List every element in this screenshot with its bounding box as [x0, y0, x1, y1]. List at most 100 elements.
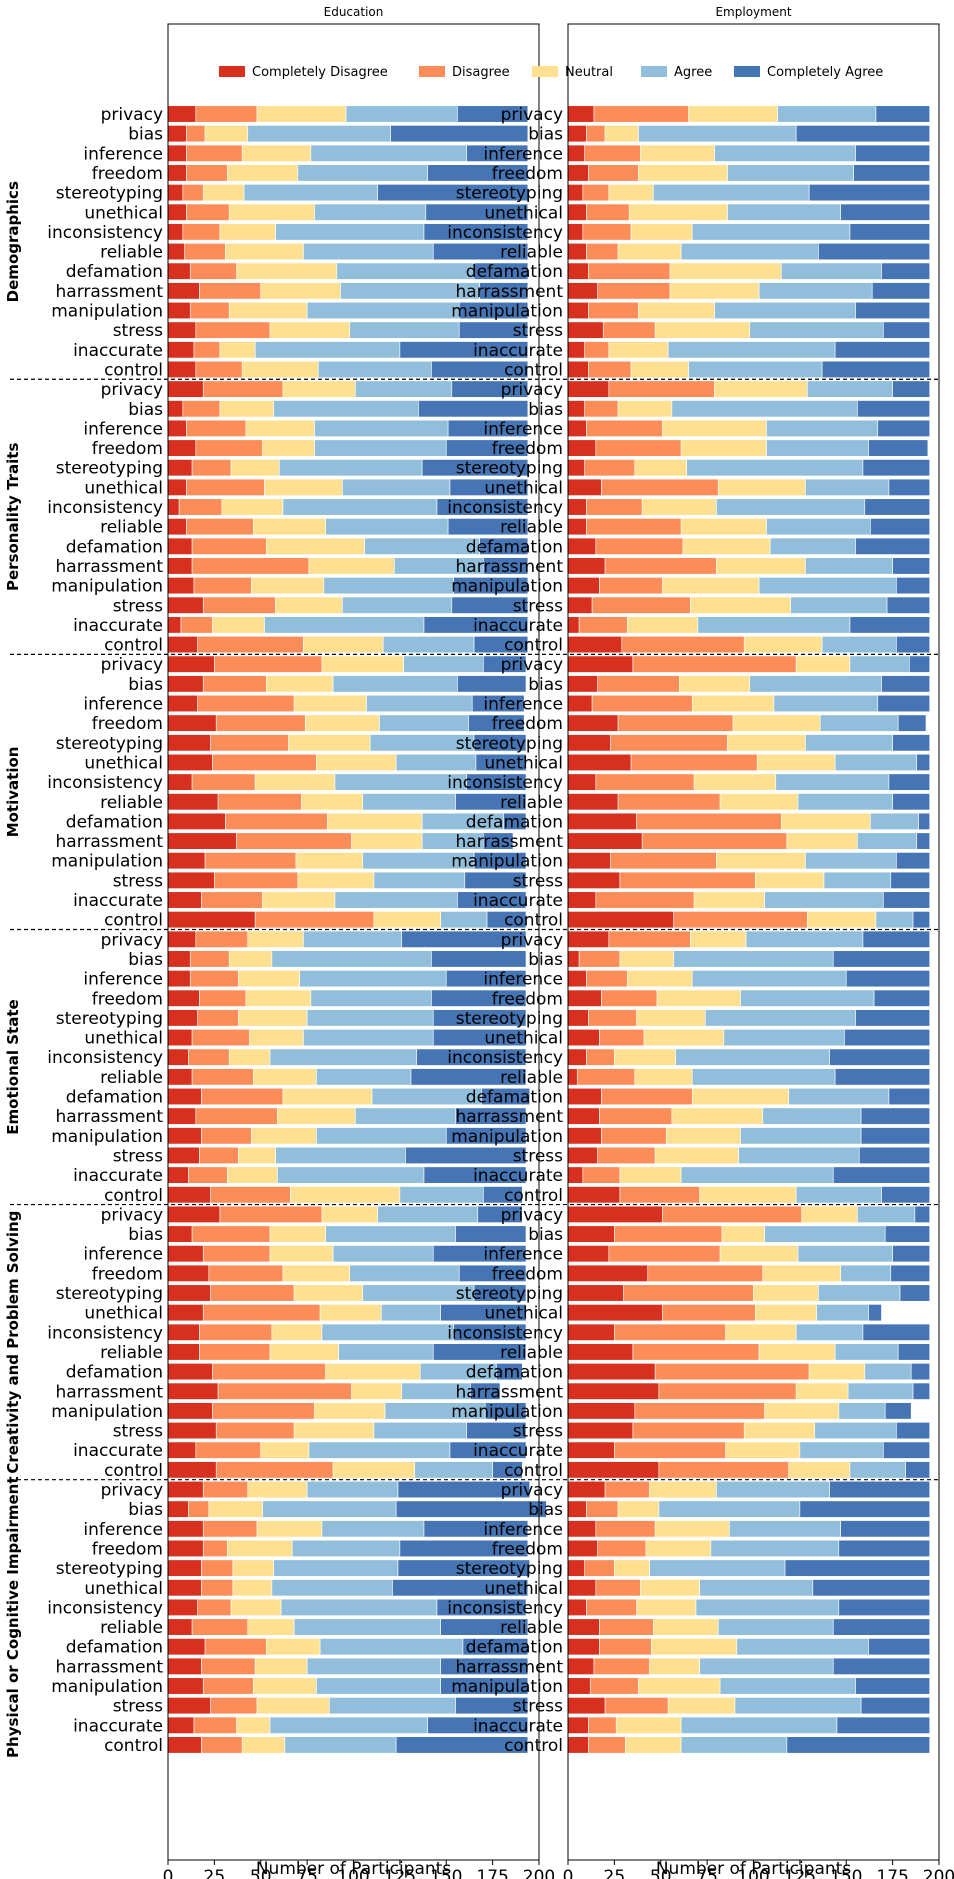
bar-disagree [610, 734, 728, 752]
bar-disagree [199, 282, 262, 300]
bar-neutral [743, 1422, 816, 1440]
bar-completely-agree [821, 360, 931, 379]
bar-completely-disagree [167, 1323, 200, 1341]
category-label: inaccurate [73, 1441, 163, 1461]
bar-neutral [717, 478, 806, 496]
bar-completely-disagree [567, 1677, 591, 1695]
bar-completely-agree [455, 1697, 529, 1715]
bar-completely-agree [503, 812, 527, 830]
bar-completely-agree [466, 1422, 527, 1440]
bar-disagree [199, 989, 247, 1007]
bar-completely-agree [427, 164, 529, 182]
bar-completely-disagree [567, 557, 606, 575]
category-label: stress [513, 871, 563, 891]
category-label: stereotyping [456, 459, 563, 479]
category-label: stereotyping [56, 734, 163, 754]
bar-completely-agree [868, 1304, 882, 1322]
bar-completely-disagree [167, 675, 204, 693]
bar-disagree [214, 655, 323, 673]
category-label: bias [528, 1500, 563, 1520]
category-label: freedom [492, 714, 563, 734]
bar-neutral [667, 1697, 736, 1715]
category-label: reliable [100, 518, 163, 538]
category-label: harrassment [56, 832, 164, 852]
bar-agree [797, 1245, 893, 1263]
category-label: inference [483, 144, 563, 164]
bar-agree [280, 1598, 438, 1616]
bar-agree [273, 1559, 399, 1577]
bar-completely-disagree [167, 380, 204, 398]
bar-neutral [608, 184, 654, 202]
bar-completely-agree [884, 1402, 912, 1420]
bar-disagree [186, 518, 254, 536]
category-label: inconsistency [47, 498, 163, 518]
bar-agree [345, 105, 458, 123]
bar-completely-disagree [567, 164, 589, 182]
bar-disagree [210, 1697, 258, 1715]
category-label: manipulation [451, 1677, 563, 1697]
category-label: unethical [84, 478, 163, 498]
bar-completely-disagree [567, 341, 586, 359]
bar-disagree [593, 1657, 650, 1675]
bar-disagree [193, 1716, 237, 1734]
bar-completely-agree [479, 537, 529, 555]
category-label: privacy [501, 655, 563, 675]
bar-completely-agree [881, 1186, 931, 1204]
bar-neutral [373, 911, 441, 929]
bar-disagree [591, 596, 691, 614]
bar-neutral [725, 1323, 797, 1341]
bar-completely-agree [483, 655, 527, 673]
bar-completely-disagree [167, 282, 200, 300]
bar-disagree [217, 793, 302, 811]
bar-completely-disagree [167, 1500, 189, 1518]
bar-disagree [599, 1638, 652, 1656]
bar-disagree [180, 616, 213, 634]
bar-neutral [732, 714, 821, 732]
bar-completely-disagree [567, 478, 602, 496]
bar-agree [740, 1127, 862, 1145]
bar-neutral [604, 125, 639, 143]
bar-completely-agree [432, 1343, 527, 1361]
category-label: reliable [100, 1618, 163, 1638]
bar-completely-disagree [567, 812, 637, 830]
bar-agree [740, 989, 875, 1007]
category-label: stereotyping [56, 184, 163, 204]
category-label: defamation [466, 262, 563, 282]
bar-completely-disagree [567, 184, 584, 202]
bar-neutral [325, 1363, 421, 1381]
bar-neutral [645, 1539, 712, 1557]
bar-neutral [625, 1736, 682, 1754]
category-label: stress [113, 1697, 163, 1717]
bar-disagree [202, 1304, 321, 1322]
bar-neutral [297, 871, 375, 889]
category-label: defamation [66, 262, 163, 282]
bar-agree [847, 1382, 914, 1400]
bar-completely-agree [855, 144, 931, 162]
category-label: inaccurate [73, 891, 163, 911]
bar-completely-disagree [567, 1284, 624, 1302]
category-label: defamation [66, 1363, 163, 1383]
bar-completely-agree [457, 891, 527, 909]
bar-agree [247, 125, 391, 143]
bar-completely-agree [896, 1422, 931, 1440]
bar-completely-agree [486, 911, 527, 929]
bar-agree [849, 655, 910, 673]
bar-disagree [204, 852, 297, 870]
group-labels: Demographics Personality Traits Motivation… [4, 181, 22, 1758]
bar-completely-disagree [167, 1539, 204, 1557]
category-label: control [104, 1186, 163, 1206]
bar-agree [667, 341, 836, 359]
bar-completely-agree [910, 1363, 931, 1381]
bar-disagree [201, 1087, 284, 1106]
bar-completely-agree [829, 1480, 931, 1499]
bar-agree [790, 596, 888, 614]
bar-neutral [654, 1146, 739, 1164]
bar-disagree [195, 360, 243, 379]
bar-completely-agree [892, 734, 931, 752]
bar-completely-agree [836, 1716, 931, 1734]
bar-disagree [658, 1461, 790, 1479]
bar-completely-agree [896, 635, 931, 654]
bar-disagree [588, 301, 639, 320]
legend-swatch-disagree [419, 66, 445, 77]
category-label: manipulation [51, 1127, 163, 1147]
